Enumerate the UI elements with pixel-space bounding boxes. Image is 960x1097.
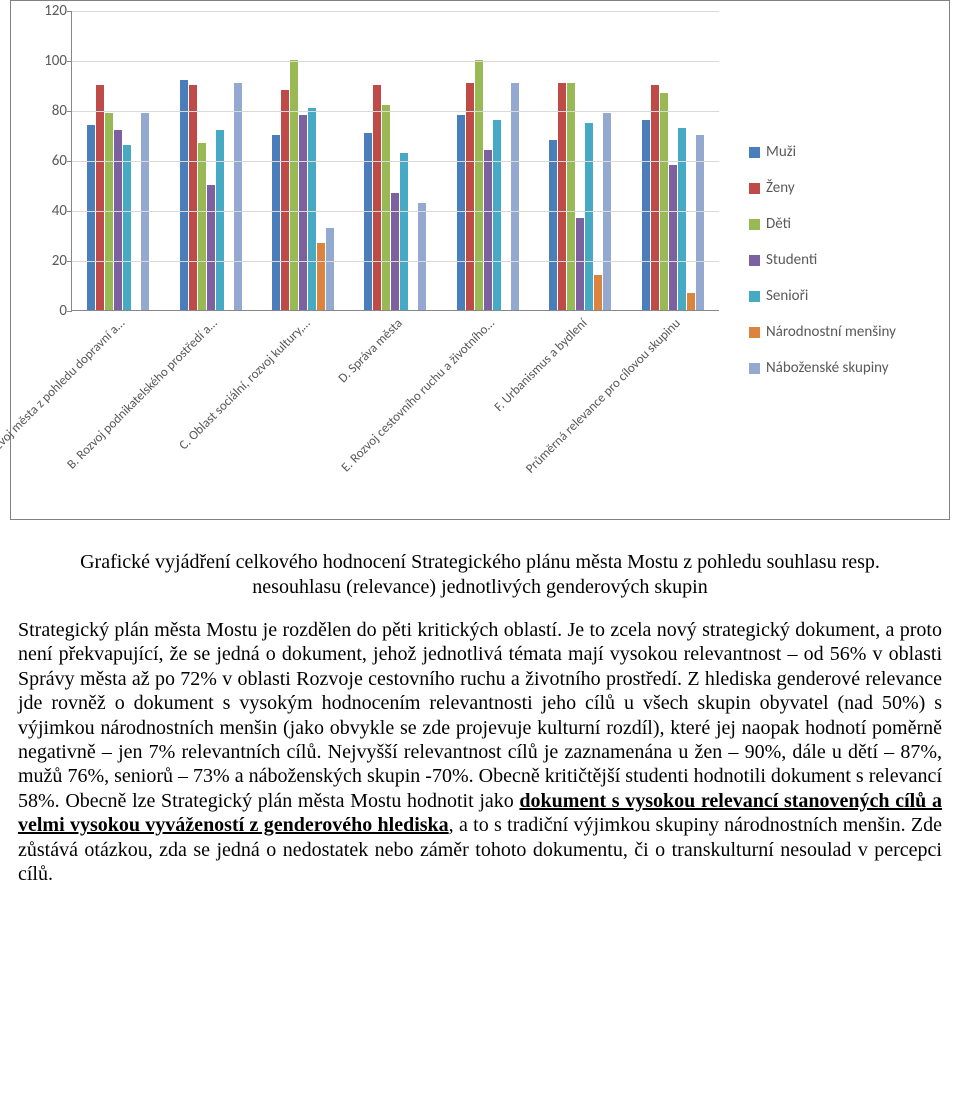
y-tick-label: 0 [32,302,67,320]
bar [281,90,289,310]
bar [290,60,298,310]
bar [234,83,242,311]
legend-item: Náboženské skupiny [749,359,939,377]
chart-legend: Muži Ženy Děti Studenti Senioři Národnostní m… [729,11,939,509]
bar [96,85,104,310]
y-tick-mark [67,61,72,62]
bar [669,165,677,310]
y-tick-label: 100 [32,52,67,70]
x-axis-label: A. Rozvoj města z pohledu dopravní a… [0,316,128,472]
y-tick-mark [67,111,72,112]
legend-swatch [749,147,760,158]
bar [114,130,122,310]
plot-region: 020406080100120 A. Rozvoj města z pohled… [31,11,729,509]
grid-line [72,211,719,212]
bar [457,115,465,310]
x-label-slot: E. Rozvoj cestovního ruchu a životního… [441,316,534,509]
bar [308,108,316,311]
y-tick-mark [67,261,72,262]
x-label-slot: Průměrná relevance pro cílovou skupinu [626,316,719,509]
bar [549,140,557,310]
legend-item: Studenti [749,251,939,269]
legend-item: Ženy [749,179,939,197]
legend-item: Senioři [749,287,939,305]
grid-line [72,111,719,112]
body-text-part1: Strategický plán města Mostu je rozdělen… [18,619,942,812]
bar [678,128,686,311]
y-tick-label: 60 [32,152,67,170]
bar [567,83,575,311]
grid-line [72,61,719,62]
x-axis-labels: A. Rozvoj města z pohledu dopravní a…B. … [71,316,719,509]
legend-label: Národnostní menšiny [766,323,896,341]
legend-label: Ženy [766,179,795,197]
chart-caption: Grafické vyjádření celkového hodnocení S… [70,550,890,600]
legend-label: Muži [766,143,796,161]
legend-swatch [749,219,760,230]
legend-label: Děti [766,215,791,233]
bar [382,105,390,310]
bar [198,143,206,311]
bar [660,93,668,311]
bar [576,218,584,311]
legend-label: Senioři [766,287,808,305]
y-tick-label: 80 [32,102,67,120]
legend-swatch [749,327,760,338]
bar [418,203,426,311]
bar [373,85,381,310]
bar [558,83,566,311]
legend-swatch [749,183,760,194]
bar [484,150,492,310]
bar [364,133,372,311]
y-tick-mark [67,311,72,312]
legend-item: Národnostní menšiny [749,323,939,341]
grid-line [72,161,719,162]
bar [687,293,695,311]
bar [585,123,593,311]
bar [400,153,408,311]
bar [326,228,334,311]
y-tick-mark [67,11,72,12]
chart-inner: 020406080100120 A. Rozvoj města z pohled… [21,11,939,509]
legend-swatch [749,255,760,266]
legend-swatch [749,291,760,302]
bar [317,243,325,311]
y-tick-label: 120 [32,2,67,20]
legend-label: Náboženské skupiny [766,359,889,377]
bar [123,145,131,310]
bar [299,115,307,310]
chart-container: 020406080100120 A. Rozvoj města z pohled… [10,0,950,520]
legend-item: Děti [749,215,939,233]
bar [466,83,474,311]
bar [594,275,602,310]
bar [180,80,188,310]
bar [189,85,197,310]
bar [475,60,483,310]
legend-label: Studenti [766,251,817,269]
legend-item: Muži [749,143,939,161]
y-tick-label: 20 [32,252,67,270]
y-tick-mark [67,161,72,162]
grid-line [72,261,719,262]
grid-line [72,11,719,12]
body-paragraph: Strategický plán města Mostu je rozdělen… [18,618,942,886]
bar [207,185,215,310]
bar [87,125,95,310]
bar [651,85,659,310]
y-tick-mark [67,211,72,212]
bar [493,120,501,310]
plot-area: 020406080100120 [71,11,719,311]
bar [511,83,519,311]
y-tick-label: 40 [32,202,67,220]
bar [216,130,224,310]
bar [642,120,650,310]
x-label-slot: C. Oblast sociální, rozvoj kultury,… [256,316,349,509]
legend-swatch [749,363,760,374]
